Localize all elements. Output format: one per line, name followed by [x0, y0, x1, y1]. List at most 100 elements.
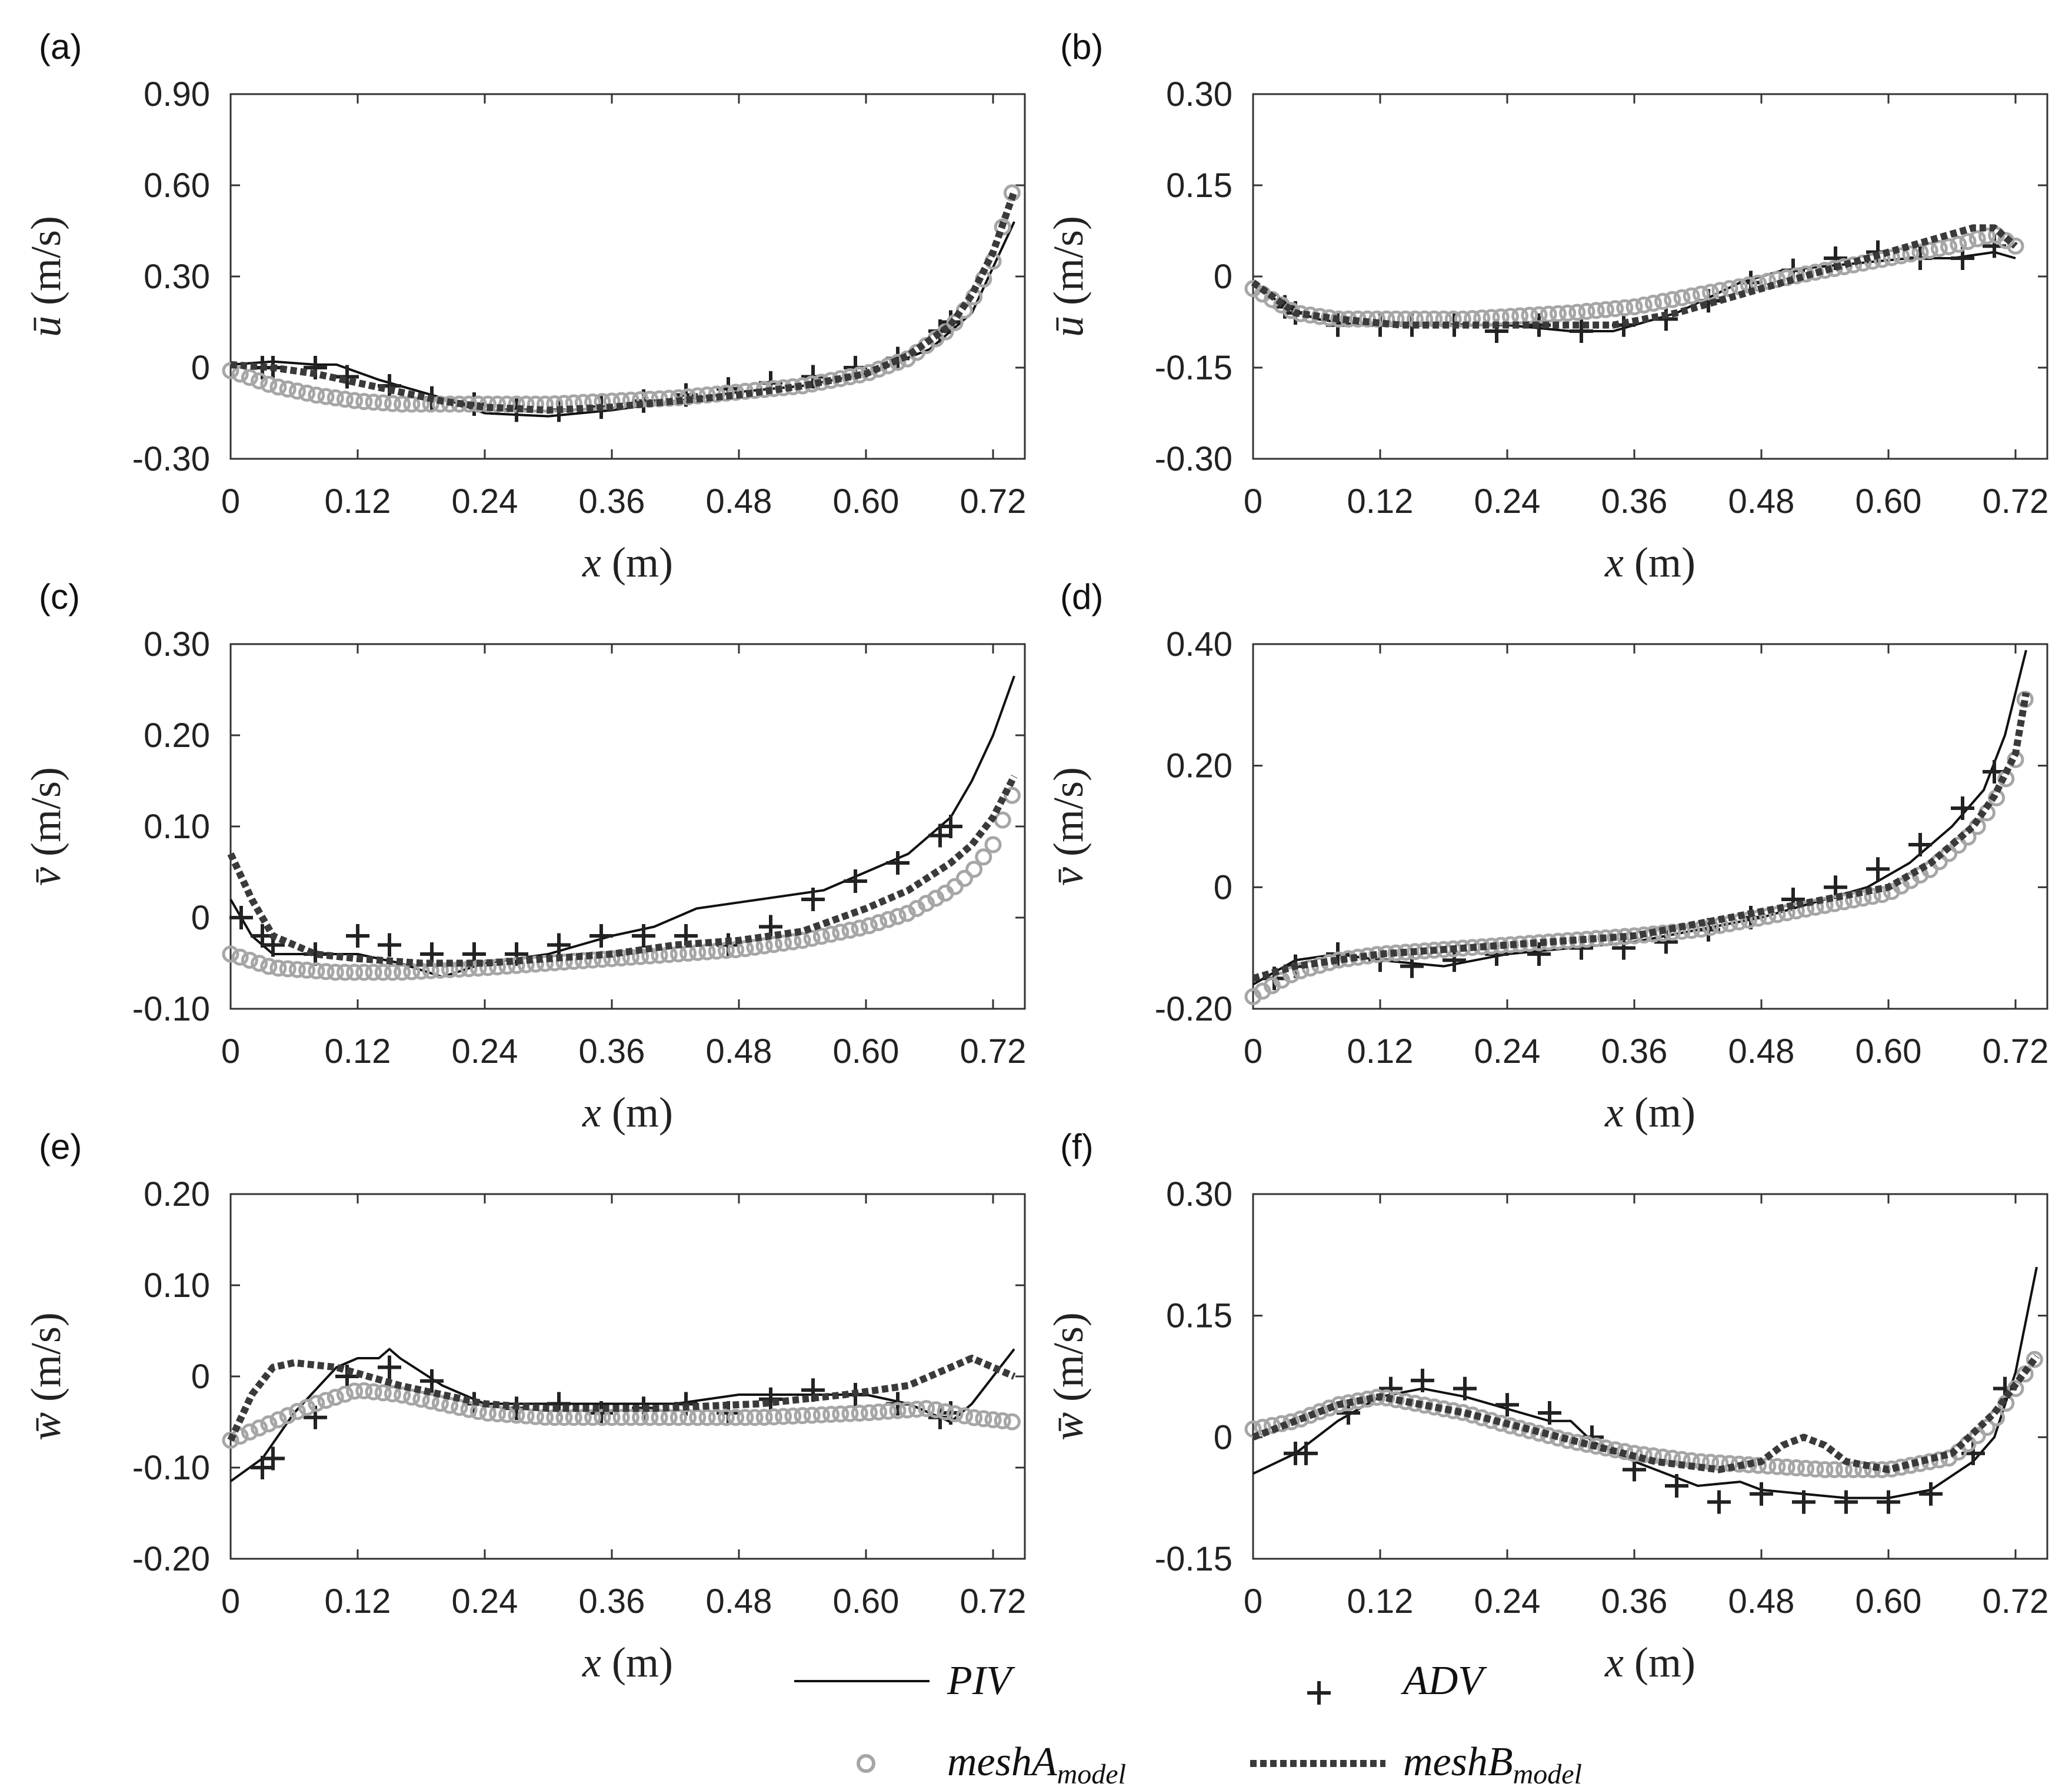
- adv-point: [1294, 1441, 1318, 1465]
- mesha-point: [794, 932, 811, 949]
- panel-label: (a): [39, 27, 82, 66]
- mesha-point: [1978, 227, 1996, 245]
- adv-point: [335, 365, 359, 389]
- y-tick-label: 0.15: [1166, 1297, 1232, 1335]
- mesha-point: [975, 1410, 992, 1428]
- adv-point: [1538, 1401, 1561, 1425]
- adv-point: [886, 851, 910, 875]
- mesha-point: [241, 1423, 258, 1441]
- mesha-point: [918, 1400, 935, 1418]
- mesha-point: [2026, 1351, 2043, 1368]
- x-axis-title: x (m): [582, 539, 673, 586]
- x-tick-label: 0.12: [325, 482, 391, 521]
- mesha-point: [984, 1411, 1002, 1429]
- mesha-point: [1883, 249, 1900, 266]
- x-axis-var: x: [1604, 539, 1634, 586]
- mesha-point: [812, 1406, 830, 1423]
- mesha-point: [1263, 1416, 1281, 1434]
- mesha-point: [1816, 896, 1834, 914]
- adv-point: [1570, 319, 1593, 343]
- adv-point: [261, 1446, 285, 1471]
- legend-adv-marker: [1307, 1681, 1331, 1705]
- x-tick-label: 0.12: [1347, 1582, 1414, 1621]
- mesha-point: [1787, 902, 1805, 920]
- mesha-point: [384, 395, 401, 412]
- mesha-point: [374, 394, 392, 412]
- mesha-point: [1549, 305, 1567, 322]
- mesha-point: [822, 925, 840, 943]
- mesha-point: [527, 955, 544, 973]
- mesha-point: [384, 1385, 401, 1403]
- adv-point: [1453, 1376, 1477, 1401]
- x-tick-label: 0.48: [706, 1032, 772, 1071]
- mesha-point: [374, 963, 392, 981]
- mesha-point: [1501, 308, 1519, 325]
- axes-box: [1252, 1193, 2048, 1560]
- x-axis-var: x: [1604, 1639, 1634, 1686]
- mesha-point: [555, 953, 573, 971]
- mesha-point: [527, 395, 544, 413]
- mesha-point: [565, 394, 582, 412]
- mesha-point: [755, 937, 773, 955]
- mesha-point: [727, 1409, 745, 1426]
- mesha-point: [594, 1409, 611, 1426]
- y-axis-var: v̄: [1045, 856, 1092, 886]
- legend-mesha-sub: model: [1057, 1759, 1126, 1787]
- mesha-point: [1654, 292, 1672, 310]
- mesha-point: [737, 1409, 754, 1426]
- mesha-point: [679, 388, 697, 406]
- y-axis-var: ū: [1045, 305, 1092, 337]
- panel-e: (e) 0 0.12 0.24 0.36 0.48 0.60 0.72 -0.20 -0.10 0 0…: [22, 1127, 1026, 1686]
- adv-point: [1824, 875, 1847, 899]
- x-tick-label: 0.60: [1856, 1032, 1922, 1071]
- mesha-point: [1826, 895, 1843, 912]
- mesha-point: [1492, 308, 1510, 326]
- y-axis-unit: (m/s): [1045, 767, 1092, 856]
- y-axis-unit: (m/s): [1045, 216, 1092, 305]
- panel-label: (c): [39, 577, 80, 616]
- x-tick-label: 0: [221, 1032, 240, 1071]
- mesha-point: [1003, 786, 1021, 804]
- y-tick-label: 0.20: [144, 1175, 210, 1213]
- mesha-point: [279, 1407, 297, 1425]
- mesha-point: [394, 1386, 411, 1404]
- mesha-point: [1826, 1461, 1843, 1478]
- mesha-point: [251, 372, 268, 390]
- x-tick-label: 0.72: [1983, 1032, 2049, 1071]
- x-tick-label: 0.72: [960, 482, 1027, 521]
- mesha-point: [231, 365, 249, 383]
- mesha-point: [1003, 1413, 1021, 1431]
- mesha-point: [355, 1382, 373, 1399]
- adv-point: [1665, 1474, 1688, 1498]
- adv-point: [1750, 1482, 1773, 1506]
- mesha-point: [1616, 299, 1634, 316]
- mesha-point: [746, 938, 764, 956]
- mesha-point: [1625, 1445, 1643, 1462]
- y-tick-label: 0: [191, 899, 210, 937]
- x-axis-title: x (m): [582, 1089, 673, 1136]
- mesha-point: [346, 963, 364, 981]
- x-axis-title: x (m): [582, 1639, 673, 1686]
- y-tick-label: -0.10: [132, 990, 210, 1028]
- y-axis-unit: (m/s): [22, 216, 69, 305]
- mesha-point: [841, 921, 859, 939]
- y-axis-title: ū (m/s): [22, 216, 69, 337]
- mesha-point: [946, 878, 964, 895]
- mesha-point: [622, 1409, 639, 1426]
- adv-point: [420, 1369, 444, 1393]
- mesha-point: [898, 1401, 916, 1419]
- mesha-point: [832, 923, 850, 941]
- mesha-point: [317, 963, 335, 981]
- mesha-point: [651, 1409, 668, 1426]
- mesha-point: [260, 1415, 278, 1433]
- mesha-point: [1521, 306, 1538, 324]
- y-axis-unit: (m/s): [22, 1312, 69, 1402]
- mesha-point: [784, 933, 802, 951]
- y-tick-label: 0.30: [144, 258, 210, 296]
- meshb-series-line: [227, 1355, 1016, 1442]
- legend-adv-label: ADV: [1401, 1658, 1487, 1703]
- legend: PIV ADV meshAmodel meshBmodel: [794, 1658, 1582, 1787]
- mesha-point: [870, 1403, 888, 1421]
- mesha-point: [1464, 310, 1481, 328]
